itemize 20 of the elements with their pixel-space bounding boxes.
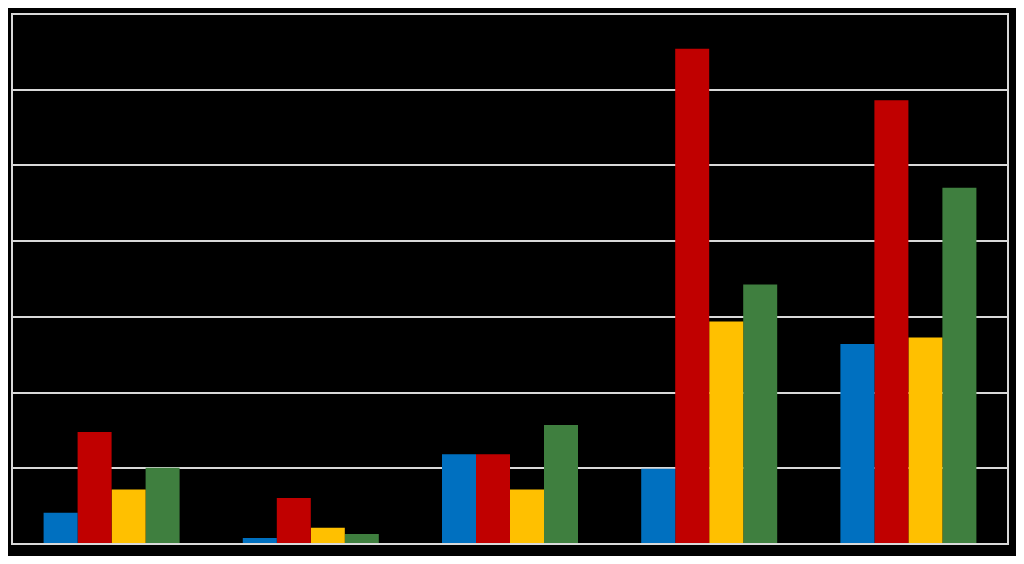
bar: [908, 337, 943, 543]
bar: [242, 538, 277, 543]
bar: [43, 512, 78, 543]
bar: [709, 321, 744, 543]
bar: [77, 432, 112, 543]
bar: [840, 343, 875, 543]
bar: [874, 100, 909, 543]
bar: [111, 489, 146, 543]
bar: [544, 425, 578, 543]
bar: [675, 48, 710, 543]
bar: [310, 527, 345, 543]
bar: [276, 497, 311, 543]
bar: [743, 284, 778, 543]
bar: [442, 454, 476, 543]
bar: [145, 467, 180, 543]
bar: [344, 534, 379, 543]
bar: [641, 468, 676, 543]
bar: [942, 187, 977, 543]
bar: [510, 489, 544, 543]
bar: [476, 454, 510, 543]
